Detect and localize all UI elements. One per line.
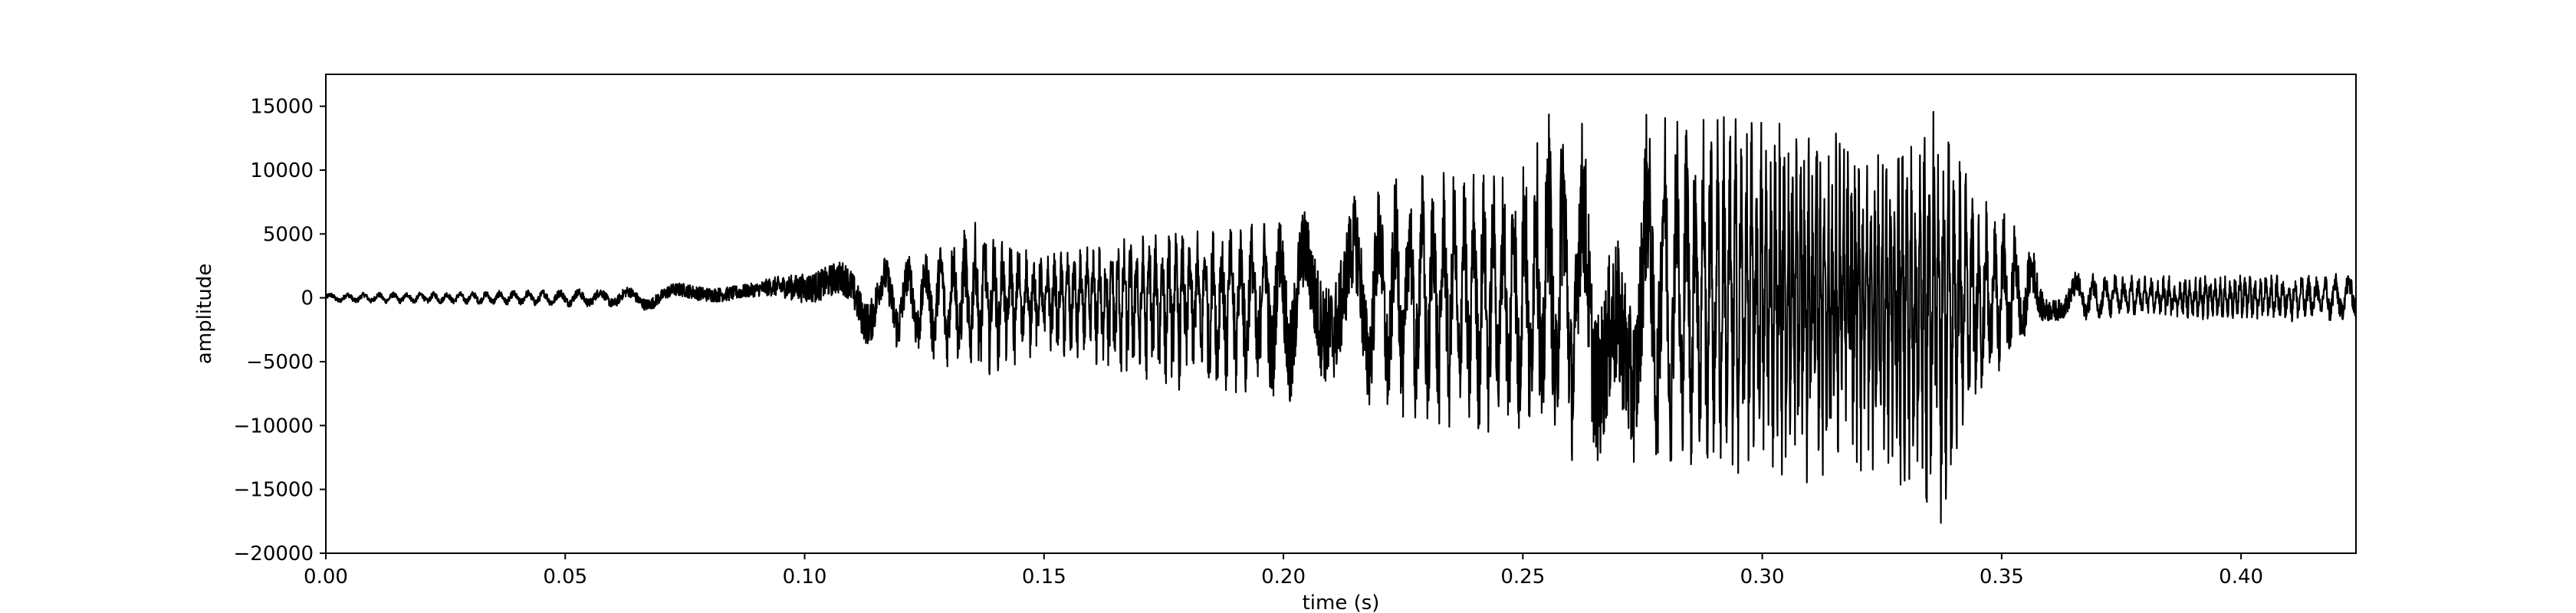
x-tick-label: 0.05 [543,565,587,588]
y-tick-label: −5000 [246,351,314,374]
x-tick-label: 0.00 [304,565,348,588]
y-axis: −20000 −15000 −10000 −5000 0 5000 10000 15000 [234,96,326,565]
x-tick-label: 0.10 [783,565,827,588]
x-tick-label: 0.25 [1500,565,1545,588]
y-tick-label: 0 [301,287,314,310]
x-tick-label: 0.40 [2219,565,2263,588]
plot-frame [325,74,2357,554]
y-axis-label: amplitude [193,264,216,364]
y-tick-label: −10000 [234,415,314,438]
x-tick-label: 0.35 [1980,565,2024,588]
x-tick-label: 0.30 [1740,565,1785,588]
y-tick-label: 15000 [250,96,314,119]
plot-area [326,110,2356,524]
y-tick-label: −15000 [234,479,314,502]
y-tick-label: −20000 [234,543,314,565]
y-tick-label: 10000 [250,159,314,182]
series-line [326,110,2356,524]
x-axis-label: time (s) [1303,592,1380,613]
y-tick-label: 5000 [263,223,314,246]
x-tick-label: 0.20 [1261,565,1306,588]
x-tick-label: 0.15 [1022,565,1066,588]
x-axis: 0.00 0.05 0.10 0.15 0.20 0.25 0.30 0.35 0.40 [304,553,2263,588]
